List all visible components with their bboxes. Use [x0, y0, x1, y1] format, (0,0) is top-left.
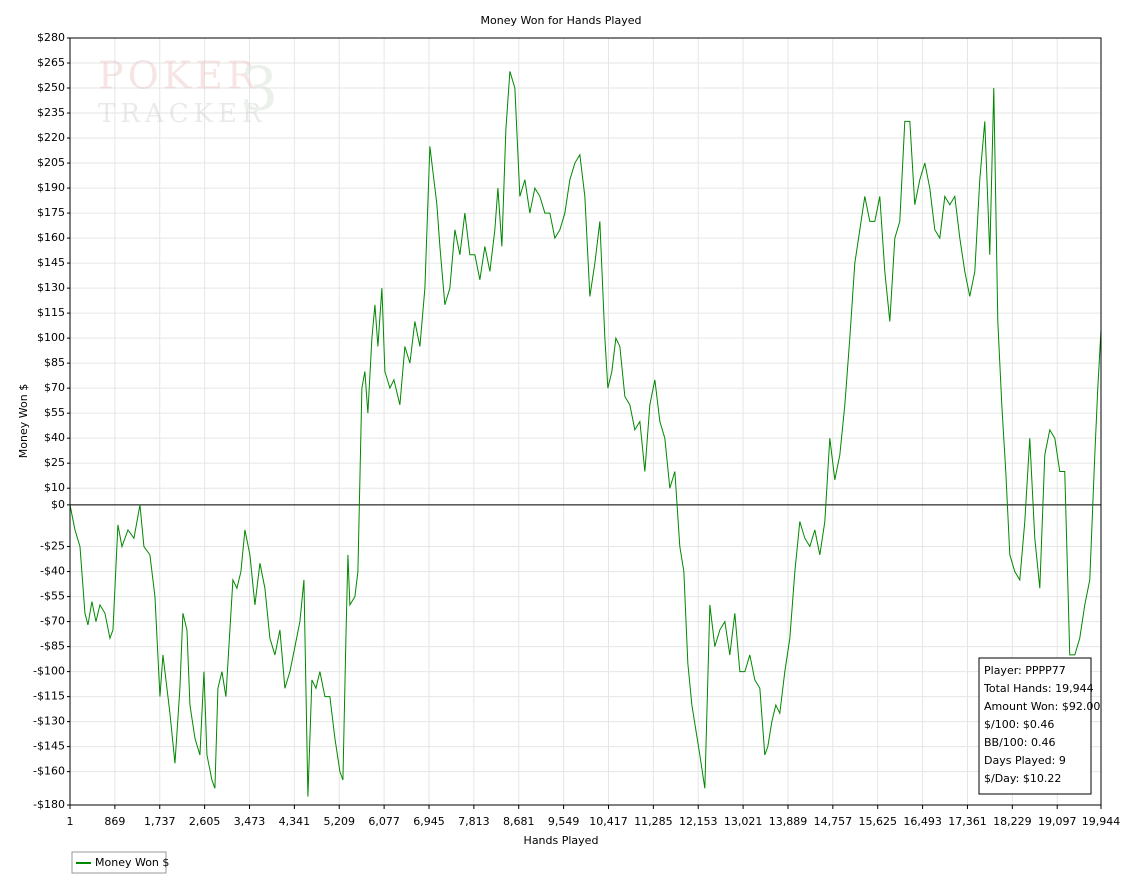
x-tick-label: 19,944	[1082, 815, 1121, 828]
y-tick-label: -$85	[40, 640, 65, 653]
y-tick-label: $100	[37, 331, 65, 344]
x-axis-label: Hands Played	[524, 834, 599, 847]
y-tick-label: $10	[44, 481, 65, 494]
y-tick-label: -$25	[40, 540, 65, 553]
y-tick-label: $0	[51, 498, 65, 511]
y-tick-label: -$130	[33, 715, 65, 728]
y-tick-label: $280	[37, 31, 65, 44]
y-tick-label: -$70	[40, 615, 65, 628]
watermark-text: TRACKER	[98, 99, 267, 129]
y-tick-label: $220	[37, 131, 65, 144]
y-tick-label: $175	[37, 206, 65, 219]
y-tick-label: $235	[37, 106, 65, 119]
y-axis-label: Money Won $	[17, 384, 30, 458]
stats-line: BB/100: 0.46	[984, 736, 1056, 749]
x-tick-label: 17,361	[948, 815, 987, 828]
stats-line: $/Day: $10.22	[984, 772, 1061, 785]
x-tick-label: 1,737	[144, 815, 176, 828]
y-tick-label: -$180	[33, 798, 65, 811]
x-tick-label: 11,285	[634, 815, 673, 828]
x-tick-label: 5,209	[323, 815, 355, 828]
y-tick-label: $85	[44, 356, 65, 369]
x-tick-label: 12,153	[679, 815, 718, 828]
y-tick-label: -$160	[33, 765, 65, 778]
x-tick-label: 1	[67, 815, 74, 828]
x-tick-label: 4,341	[279, 815, 311, 828]
y-tick-label: $250	[37, 81, 65, 94]
x-tick-label: 13,021	[724, 815, 763, 828]
watermark-text: POKER	[98, 54, 259, 98]
y-tick-label: $115	[37, 306, 65, 319]
x-tick-label: 15,625	[858, 815, 897, 828]
y-tick-label: -$145	[33, 740, 65, 753]
y-tick-label: -$115	[33, 690, 65, 703]
y-tick-label: $70	[44, 381, 65, 394]
watermark: POKER TRACKER 3	[98, 54, 278, 130]
x-tick-label: 3,473	[234, 815, 266, 828]
y-tick-label: -$100	[33, 665, 65, 678]
x-tick-label: 6,945	[413, 815, 445, 828]
y-tick-label: $130	[37, 281, 65, 294]
plot-border	[69, 37, 1102, 806]
data-line	[69, 71, 1102, 797]
stats-line: Total Hands: 19,944	[983, 682, 1094, 695]
x-tick-label: 6,077	[368, 815, 400, 828]
watermark-number: 3	[240, 55, 278, 125]
x-tick-label: 10,417	[589, 815, 628, 828]
x-tick-label: 869	[104, 815, 125, 828]
x-tick-label: 18,229	[993, 815, 1032, 828]
x-tick-label: 13,889	[769, 815, 808, 828]
x-tick-label: 19,097	[1038, 815, 1077, 828]
stats-line: Days Played: 9	[984, 754, 1066, 767]
y-tick-label: -$40	[40, 565, 65, 578]
y-tick-label: $25	[44, 456, 65, 469]
x-tick-label: 9,549	[548, 815, 580, 828]
y-tick-label: $265	[37, 56, 65, 69]
legend: Money Won $	[71, 851, 169, 874]
x-tick-label: 16,493	[903, 815, 942, 828]
y-tick-label: $145	[37, 256, 65, 269]
y-tick-label: $190	[37, 181, 65, 194]
y-tick-label: $40	[44, 431, 65, 444]
x-tick-label: 7,813	[458, 815, 490, 828]
stats-line: Player: PPPP77	[984, 664, 1066, 677]
y-tick-label: $55	[44, 406, 65, 419]
stats-line: $/100: $0.46	[984, 718, 1054, 731]
y-tick-label: $205	[37, 156, 65, 169]
stats-line: Amount Won: $92.00	[984, 700, 1100, 713]
legend-box	[71, 851, 167, 874]
x-tick-label: 8,681	[503, 815, 535, 828]
legend-label: Money Won $	[95, 856, 169, 869]
y-tick-label: $160	[37, 231, 65, 244]
x-tick-label: 2,605	[189, 815, 221, 828]
y-tick-label: -$55	[40, 590, 65, 603]
stats-box	[978, 657, 1092, 795]
chart-title: Money Won for Hands Played	[481, 14, 642, 27]
x-tick-label: 14,757	[814, 815, 853, 828]
